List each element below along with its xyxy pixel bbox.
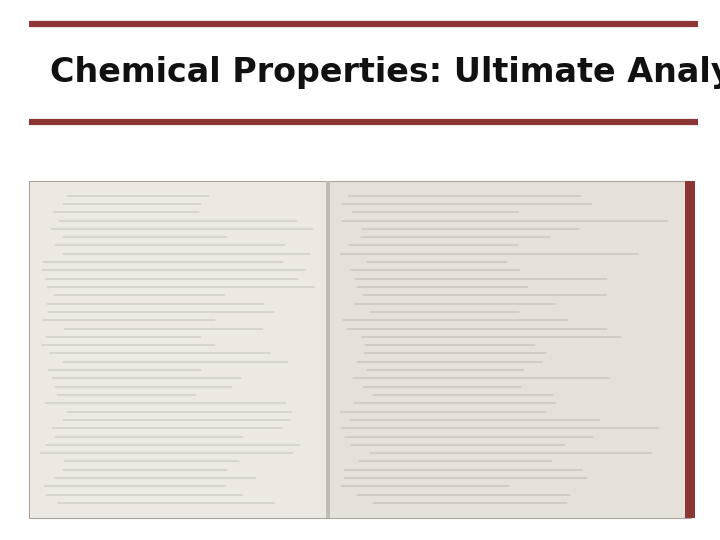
FancyBboxPatch shape <box>328 181 691 518</box>
Text: Chemical Properties: Ultimate Analysis: Chemical Properties: Ultimate Analysis <box>50 56 720 90</box>
FancyBboxPatch shape <box>29 181 328 518</box>
Bar <box>326 181 330 518</box>
Bar <box>685 181 695 518</box>
